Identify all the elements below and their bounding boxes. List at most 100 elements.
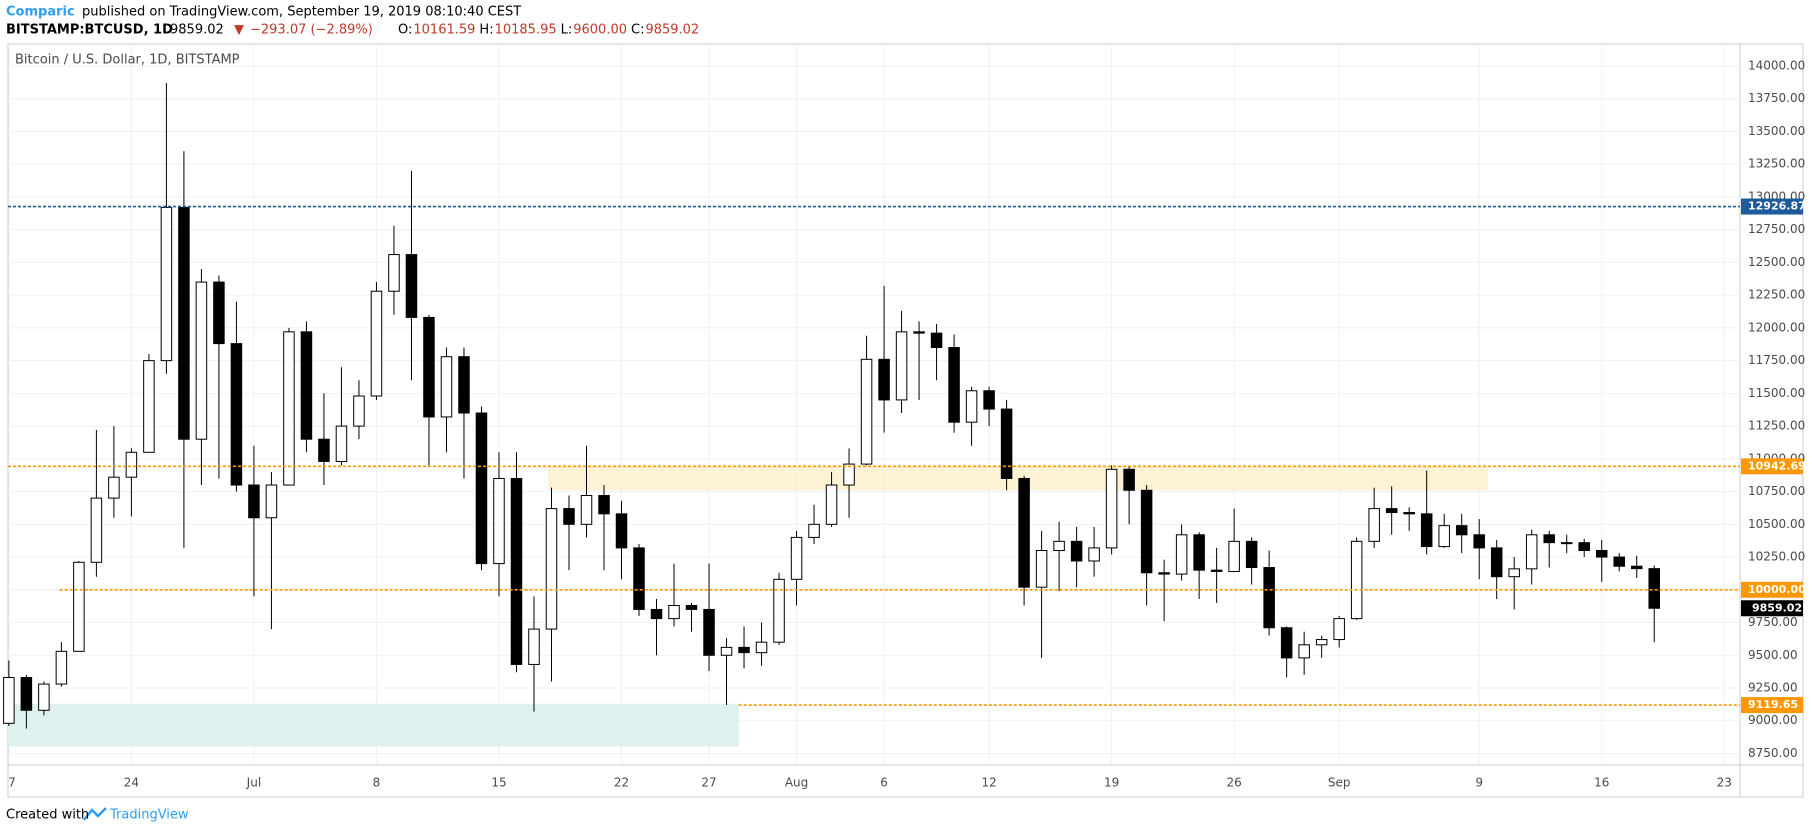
- candle-body: [878, 358, 890, 401]
- x-tick-label: 6: [880, 776, 888, 790]
- last-price: 9859.02: [170, 23, 224, 38]
- x-tick-label: 9: [1475, 776, 1483, 790]
- candle-body: [1228, 540, 1240, 572]
- candle-body: [948, 347, 960, 423]
- candle-body: [720, 646, 733, 656]
- candle-body: [213, 281, 225, 345]
- candle-body: [265, 484, 278, 519]
- candle-body: [475, 412, 488, 565]
- last-price-badge: [1741, 600, 1803, 617]
- candle-body: [1508, 568, 1520, 578]
- ohlc-label: C:: [631, 23, 644, 38]
- candle-body: [1525, 534, 1538, 570]
- candle-body: [1648, 568, 1660, 609]
- y-tick-label: 10750.00: [1748, 484, 1805, 498]
- chart-frame: [7, 43, 1804, 798]
- candle-body: [1210, 569, 1223, 572]
- y-tick-label: 12500.00: [1748, 255, 1805, 269]
- candle-body: [1368, 508, 1380, 542]
- x-tick-label: 12: [981, 776, 996, 790]
- candle-body: [73, 561, 85, 652]
- candle-body: [773, 578, 785, 643]
- price-badge: [1741, 198, 1803, 215]
- x-tick-label: Sep: [1328, 776, 1351, 790]
- y-tick-label: 14000.00: [1748, 58, 1805, 72]
- candle-body: [1263, 567, 1275, 629]
- x-tick-label: 23: [1717, 776, 1732, 790]
- candle-body: [1490, 547, 1503, 578]
- candle-body: [1070, 540, 1083, 562]
- candle-body: [423, 316, 435, 418]
- candle-body: [353, 395, 365, 427]
- x-tick-label: 26: [1226, 776, 1241, 790]
- y-tick-label: 11750.00: [1748, 353, 1805, 367]
- y-tick-label: 8750.00: [1748, 746, 1798, 760]
- x-tick-label: 16: [1594, 776, 1609, 790]
- candle-body: [1193, 534, 1205, 571]
- ohlc-value: 9600.00: [573, 23, 627, 38]
- candle-body: [108, 476, 120, 499]
- candle-body: [388, 254, 400, 292]
- candle-body: [860, 358, 873, 465]
- candle-body: [1280, 627, 1293, 659]
- candle-body: [1035, 550, 1048, 588]
- candle-body: [825, 484, 838, 525]
- candle-body: [1455, 525, 1468, 536]
- last-price-label: 9859.02: [1752, 601, 1802, 614]
- y-tick-label: 9500.00: [1748, 648, 1798, 662]
- candle-body: [930, 332, 943, 349]
- candle-body: [580, 495, 593, 525]
- candle-body: [685, 605, 698, 610]
- price-badge-label: 10000.00: [1748, 583, 1806, 596]
- change: −293.07 (−2.89%): [250, 23, 373, 38]
- candle-body: [913, 331, 925, 334]
- author[interactable]: Comparic: [6, 5, 75, 20]
- candle-body: [38, 683, 50, 711]
- ohlc-value: 10161.59: [413, 23, 475, 38]
- candle-body: [1333, 618, 1345, 641]
- candle-body: [633, 547, 645, 610]
- candle-body: [808, 523, 820, 538]
- ohlc: O: 10161.59 H: 10185.95 L: 9600.00 C: 9859.02: [398, 23, 699, 38]
- candle-body: [598, 495, 610, 515]
- candle-body: [1543, 534, 1555, 544]
- candle-body: [1123, 468, 1135, 491]
- candle-body: [1175, 534, 1188, 575]
- y-tick-label: 11500.00: [1748, 386, 1805, 400]
- candle-body: [1385, 508, 1398, 514]
- y-tick-label: 9000.00: [1748, 713, 1798, 727]
- candle-body: [405, 254, 418, 318]
- candle-body: [283, 331, 295, 486]
- candle-body: [1350, 540, 1363, 620]
- candle-body: [20, 677, 33, 711]
- candle-body: [335, 425, 348, 462]
- y-tick-label: 12750.00: [1748, 222, 1805, 236]
- candle-body: [300, 331, 313, 440]
- candle-body: [230, 343, 243, 486]
- candle-body: [650, 608, 663, 620]
- candle-body: [370, 290, 383, 397]
- candle-body: [895, 331, 908, 401]
- candle-body: [755, 641, 768, 654]
- y-tick-label: 13250.00: [1748, 157, 1805, 171]
- candle-body: [615, 513, 628, 549]
- y-tick-label: 12000.00: [1748, 320, 1805, 334]
- candle-body: [1613, 556, 1625, 567]
- x-tick-label: 22: [614, 776, 629, 790]
- price-badge: [1741, 458, 1803, 475]
- candle-body: [1140, 489, 1153, 574]
- candle-body: [1158, 572, 1170, 575]
- x-tick-label: 8: [373, 776, 381, 790]
- price-badge-label: 12926.87: [1748, 200, 1806, 213]
- candle-body: [738, 646, 750, 654]
- candle-body: [965, 390, 978, 423]
- candle-body: [3, 677, 15, 724]
- y-tick-label: 9750.00: [1748, 615, 1798, 629]
- candle-body: [160, 206, 173, 362]
- candle-body: [843, 463, 855, 486]
- candle-body: [668, 605, 680, 620]
- candle-body: [458, 356, 470, 414]
- brand[interactable]: TradingView: [109, 808, 189, 823]
- candle-body: [1105, 468, 1118, 549]
